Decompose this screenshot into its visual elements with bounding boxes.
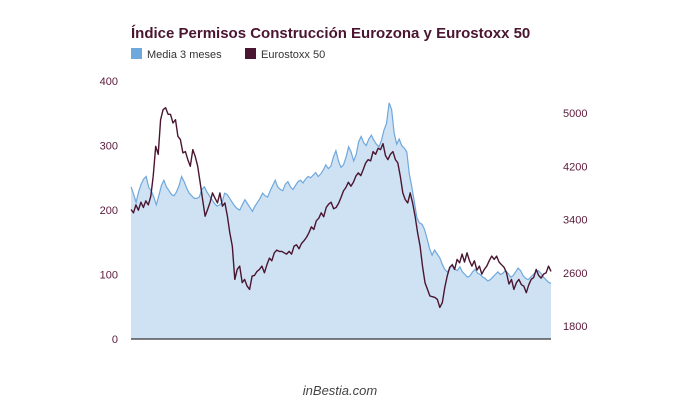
legend-swatch-eurostoxx (245, 48, 256, 59)
eurostoxx-line (130, 107, 552, 309)
media-area-fill (131, 102, 551, 340)
left-tick-label: 400 (100, 76, 118, 88)
legend: Media 3 meses Eurostoxx 50 (131, 48, 325, 61)
right-tick-label: 3400 (563, 215, 587, 227)
legend-swatch-media (131, 48, 142, 59)
source-label: inBestia.com (303, 383, 378, 398)
right-tick-label: 2600 (563, 268, 587, 280)
legend-label-eurostoxx: Eurostoxx 50 (261, 49, 325, 61)
eurostoxx-series (130, 107, 552, 309)
legend-label-media: Media 3 meses (147, 49, 222, 61)
left-tick-label: 300 (100, 141, 118, 153)
left-axis-ticks: 0 100 200 300 400 (100, 76, 118, 346)
left-tick-label: 0 (112, 334, 118, 346)
right-tick-label: 4200 (563, 161, 587, 173)
left-tick-label: 200 (100, 205, 118, 217)
left-tick-label: 100 (100, 270, 118, 282)
right-tick-label: 1800 (563, 321, 587, 333)
media-3-meses-series (130, 102, 552, 340)
chart-title: Índice Permisos Construcción Eurozona y … (131, 25, 530, 42)
right-tick-label: 5000 (563, 108, 587, 120)
right-axis-ticks: 1800 2600 3400 4200 5000 (563, 108, 587, 333)
